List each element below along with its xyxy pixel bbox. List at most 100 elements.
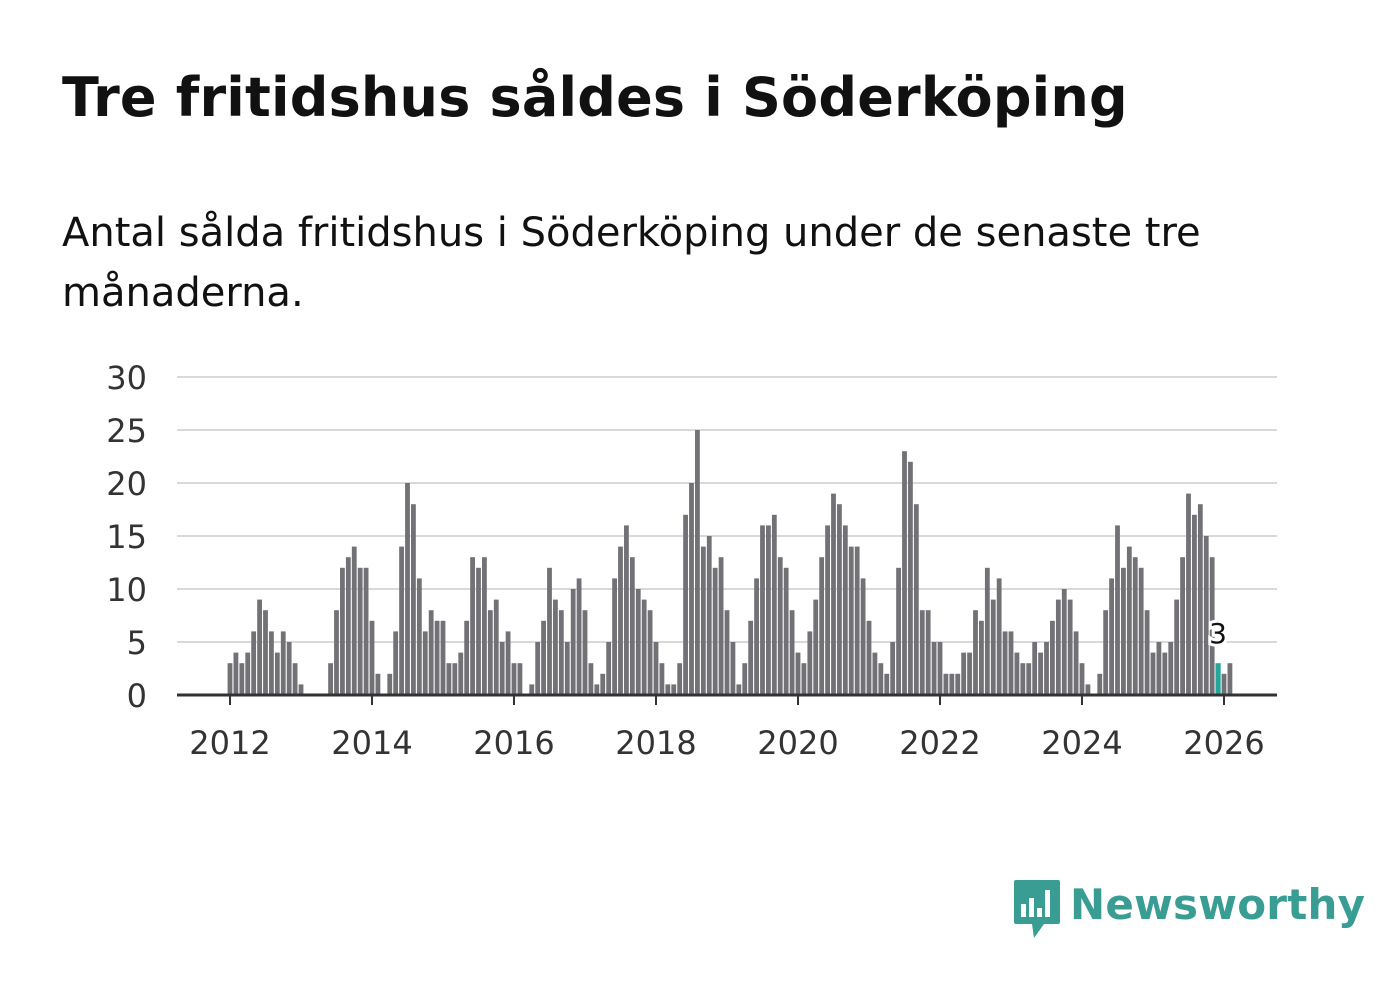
bar [1002,631,1008,695]
bar [487,610,493,695]
bar [641,599,647,695]
bar [334,610,339,695]
bar [369,620,375,695]
bar [612,578,617,695]
bar [553,599,558,695]
bar [848,546,854,695]
bar [860,578,866,695]
bar [239,663,245,695]
bar [245,652,251,695]
x-tick-label: 2022 [899,724,980,762]
bar [535,642,541,695]
newsworthy-logo-text: Newsworthy [1070,880,1366,929]
bar [1055,599,1061,695]
bar [1186,493,1191,695]
bar [541,620,546,695]
newsworthy-logo[interactable]: Newsworthy [1012,878,1365,940]
bar [1067,599,1073,695]
bar [724,610,730,695]
bar [819,557,825,695]
bar [428,610,434,695]
bar [996,578,1002,695]
bar [967,652,972,695]
bar [387,673,393,695]
newsworthy-logo-icon [1014,880,1060,938]
bar [446,663,452,695]
bar [647,610,653,695]
bar [1061,589,1067,695]
bar [280,631,286,695]
bar [1227,663,1233,695]
bar [1150,652,1156,695]
bar [357,567,363,695]
y-tick-label: 15 [106,518,147,556]
bar [257,599,262,695]
bar [1144,610,1150,695]
bar [624,525,629,695]
bar [558,610,564,695]
bar [1026,663,1032,695]
bar [440,620,446,695]
bar [931,642,937,695]
bar [1073,631,1079,695]
y-tick-label: 5 [127,624,147,662]
data-labels: 3 [1206,614,1230,653]
bar [990,599,996,695]
bar [570,589,576,695]
bar [594,684,600,695]
bar [1097,673,1103,695]
x-tick-label: 2012 [189,724,270,762]
bar [1203,536,1209,695]
bar [913,504,919,695]
bar [263,610,268,695]
bar [363,567,369,695]
bar [783,567,789,695]
bar [677,663,683,695]
bar [482,557,487,695]
bar [1138,567,1144,695]
bar [825,525,830,695]
bar [1079,663,1085,695]
bar [949,673,955,695]
bar [1221,673,1227,695]
bar [328,663,333,695]
bar [1126,546,1132,695]
bar [766,525,771,695]
y-tick-label: 30 [106,359,147,397]
bar [973,610,978,695]
axes: 0 5 10 15 20 25 30 2012 2014 2016 2018 2020 2022 2024… [106,359,1277,762]
bar [1020,663,1026,695]
bar [919,610,925,695]
y-tick-label: 0 [127,677,147,715]
bar [890,642,896,695]
x-tick-label: 2024 [1041,724,1122,762]
bar [1209,557,1215,695]
bar [1103,610,1109,695]
bar [470,557,475,695]
bar [286,642,292,695]
x-tick-label: 2020 [757,724,838,762]
bar [665,684,671,695]
bar [416,578,422,695]
bar [292,663,298,695]
bar [813,599,819,695]
bar [1044,642,1049,695]
bar [505,631,511,695]
bar [511,663,517,695]
bar [1115,525,1120,695]
bar [754,578,759,695]
bar [517,663,523,695]
bar [736,684,742,695]
bar [777,557,783,695]
bar [227,663,233,695]
bar [1085,684,1091,695]
bar [375,673,381,695]
bar [842,525,848,695]
bar [1008,631,1014,695]
bar [1174,599,1180,695]
bar [618,546,623,695]
bar [1109,578,1114,695]
bar [1050,620,1055,695]
bar [1014,652,1020,695]
